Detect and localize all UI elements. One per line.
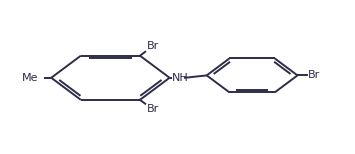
Text: NH: NH [172,73,189,83]
Text: Br: Br [147,104,159,114]
Text: Br: Br [147,41,159,51]
Text: Br: Br [308,70,321,80]
Text: Me: Me [22,73,38,83]
